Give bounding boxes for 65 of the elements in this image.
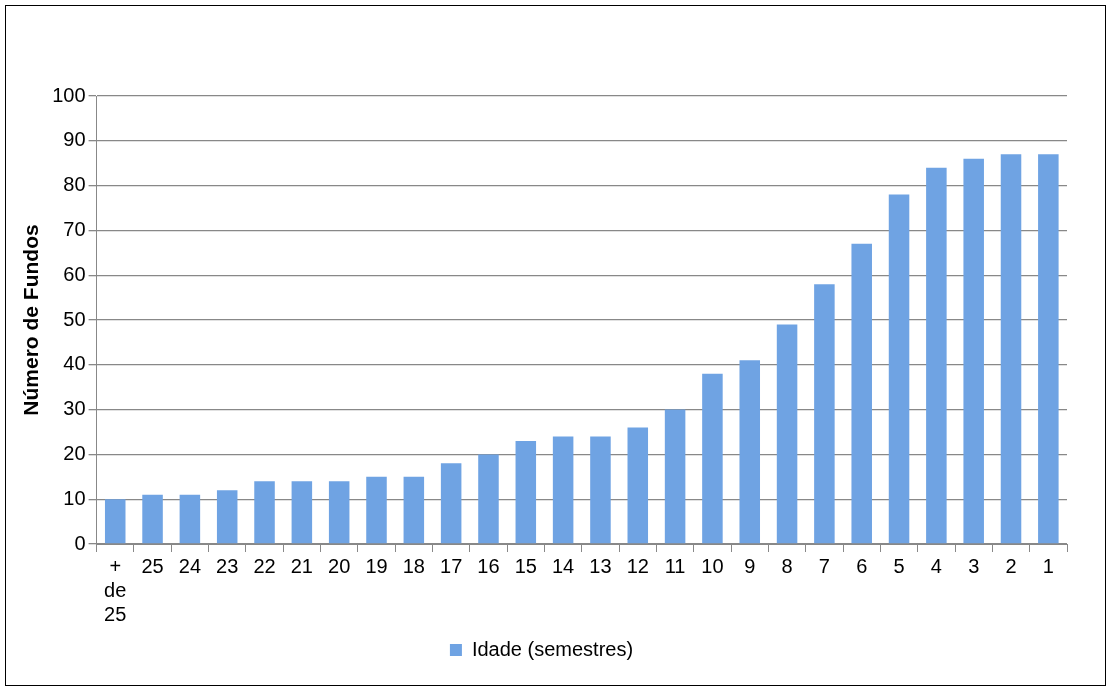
x-tick-label: 23	[216, 554, 239, 577]
bar	[328, 481, 350, 544]
y-tick-label: 70	[63, 217, 86, 240]
x-tick-label: 24	[178, 554, 201, 577]
x-tick-label: 19	[365, 554, 388, 577]
bar	[1038, 154, 1059, 544]
bar	[702, 373, 723, 544]
x-tick-label: 10	[701, 554, 724, 577]
bar	[963, 158, 984, 544]
bar	[515, 440, 537, 544]
y-tick-label: 50	[63, 307, 86, 330]
bar	[888, 194, 910, 544]
bar	[926, 167, 947, 544]
x-tick-label: 18	[402, 554, 425, 577]
bar	[104, 499, 126, 544]
x-tick-label: 16	[477, 554, 500, 577]
bar	[627, 427, 649, 544]
x-tick-label: + de 25	[104, 554, 127, 625]
x-tick-label: 21	[290, 554, 313, 577]
bar	[552, 436, 574, 544]
bar	[216, 490, 238, 544]
x-tick-label: 3	[968, 554, 980, 577]
y-axis-title: Número de Fundos	[19, 224, 43, 416]
y-tick-label: 100	[52, 83, 86, 106]
x-tick-label: 25	[141, 554, 164, 577]
y-tick-label: 20	[63, 441, 86, 464]
bar	[814, 284, 835, 544]
x-tick-label: 8	[781, 554, 793, 577]
bar	[1000, 154, 1022, 544]
x-tick-label: 20	[328, 554, 351, 577]
x-tick-label: 12	[626, 554, 649, 577]
bar	[254, 481, 275, 544]
x-tick-label: 14	[552, 554, 575, 577]
x-tick-label: 4	[930, 554, 942, 577]
y-tick-label: 80	[63, 173, 86, 196]
x-tick-label: 1	[1042, 554, 1054, 577]
x-tick-label: 13	[589, 554, 612, 577]
x-tick-label: 7	[818, 554, 830, 577]
x-tick-label: 6	[856, 554, 868, 577]
bar	[664, 409, 686, 544]
y-tick-label: 30	[63, 397, 86, 420]
bar	[179, 494, 201, 544]
x-tick-label: 22	[253, 554, 276, 577]
bar	[142, 494, 163, 544]
y-tick-label: 0	[74, 531, 86, 554]
y-tick-label: 60	[63, 262, 86, 285]
x-tick-label: 2	[1005, 554, 1017, 577]
bar	[291, 481, 313, 544]
x-tick-label: 15	[514, 554, 537, 577]
x-tick-label: 17	[440, 554, 463, 577]
bar	[440, 463, 462, 544]
x-tick-label: 5	[893, 554, 905, 577]
y-tick-label: 10	[63, 486, 86, 509]
y-tick-label: 40	[63, 352, 86, 375]
y-tick-label: 90	[63, 128, 86, 151]
bar	[590, 436, 611, 544]
bar	[366, 476, 387, 544]
bar	[776, 324, 798, 544]
bar	[739, 360, 761, 544]
x-tick-label: 9	[744, 554, 756, 577]
bar	[403, 476, 425, 544]
bar	[851, 243, 872, 544]
x-tick-label: 11	[664, 554, 686, 577]
legend-label: Idade (semestres)	[471, 637, 634, 660]
bar	[478, 454, 499, 544]
